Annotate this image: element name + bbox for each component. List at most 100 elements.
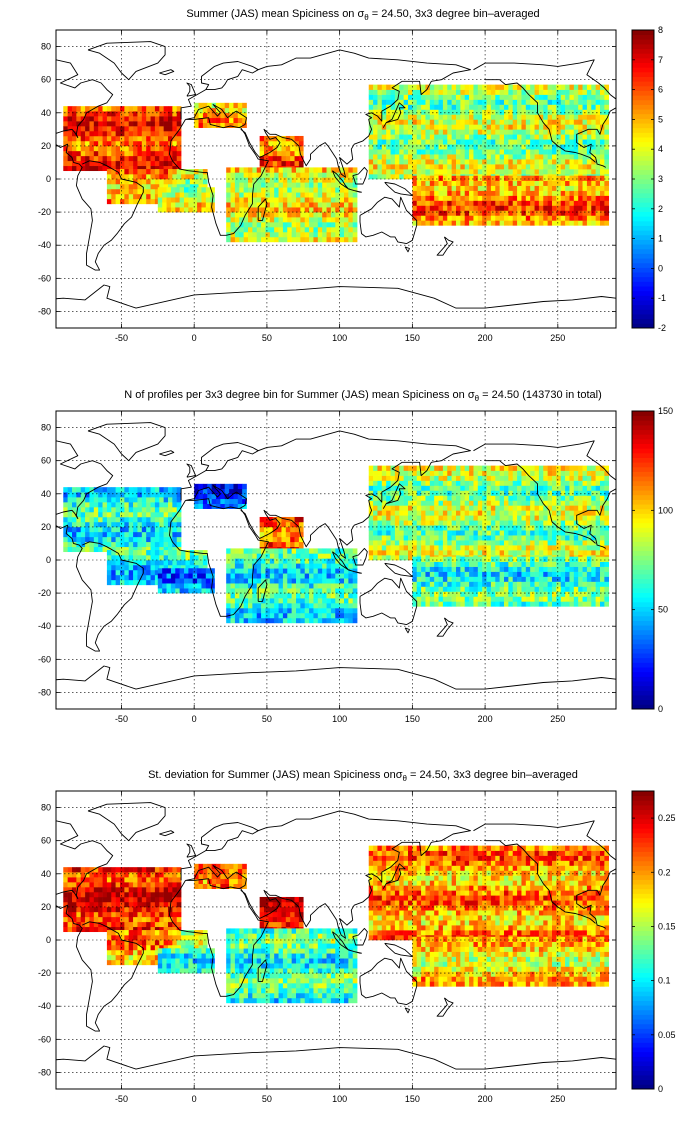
heatmap-cell [120,188,125,195]
heatmap-cell [477,200,483,206]
heatmap-cell [146,106,151,112]
heatmap-cell [530,159,535,165]
heatmap-cell [304,207,310,213]
heatmap-cell [106,546,112,553]
heatmap-cell [521,169,527,175]
heatmap-cell [412,545,418,551]
heatmap-cell [120,111,125,117]
heatmap-cell [586,169,592,175]
heatmap-cell [582,129,588,135]
heatmap-cell [80,497,86,503]
heatmap-cell [569,525,575,531]
heatmap-cell [464,490,470,496]
heatmap-cell [456,530,461,536]
heatmap-cell [330,172,336,178]
heatmap-cell [517,99,522,105]
heatmap-cell [205,583,211,589]
heatmap-cell [368,525,374,531]
heatmap-cell [530,475,535,481]
heatmap-cell [102,160,108,167]
heatmap-cell [115,174,121,180]
heatmap-cell [534,205,540,211]
heatmap-cell [525,200,531,206]
heatmap-cell [569,485,575,491]
heatmap-cell [530,545,535,551]
heatmap-cell [456,465,461,471]
heatmap-cell [482,190,487,196]
heatmap-cell [512,89,518,95]
heatmap-cell [595,220,601,226]
heatmap-cell [569,185,575,191]
heatmap-cell [172,106,178,112]
heatmap-cell [111,198,116,205]
heatmap-cell [434,571,439,577]
heatmap-cell [473,540,479,546]
heatmap-cell [386,134,391,140]
heatmap-cell [261,207,266,213]
heatmap-cell [368,84,374,90]
heatmap-cell [429,94,435,100]
heatmap-cell [172,526,178,533]
heatmap-cell [604,185,610,191]
heatmap-cell [573,185,579,191]
heatmap-cell [534,540,540,546]
heatmap-cell [261,217,266,223]
heatmap-cell [326,573,332,579]
heatmap-cell [416,149,422,155]
heatmap-cell [175,207,180,213]
heatmap-cell [573,530,579,536]
heatmap-cell [573,520,579,526]
heatmap-cell [322,236,327,243]
heatmap-cell [521,144,527,150]
heatmap-cell [192,187,198,193]
heatmap-cell [442,144,448,150]
heatmap-cell [72,145,77,152]
heatmap-cell [67,521,73,528]
heatmap-cell [115,555,121,561]
heatmap-cell [115,507,121,513]
heatmap-cell [595,475,601,481]
heatmap-cell [166,192,172,198]
heatmap-cell [495,465,500,471]
heatmap-cell [525,510,531,516]
heatmap-cell [477,505,483,511]
heatmap-cell [172,564,178,571]
heatmap-cell [569,139,575,145]
heatmap-cell [386,465,391,471]
heatmap-cell [460,465,466,471]
heatmap-cell [569,94,575,100]
heatmap-cell [447,220,452,226]
heatmap-cell [89,492,95,498]
heatmap-cell [137,526,143,533]
heatmap-cell [373,510,378,516]
heatmap-cell [304,612,310,619]
heatmap-cell [565,84,570,90]
heatmap-cell [482,475,487,481]
heatmap-cell [547,535,553,541]
heatmap-cell [352,227,358,233]
heatmap-cell [226,202,231,208]
heatmap-cell [89,135,95,142]
heatmap-cell [416,566,422,572]
heatmap-cell [120,116,125,122]
heatmap-cell [176,507,182,513]
heatmap-cell [421,129,426,135]
heatmap-cell [530,535,535,541]
heatmap-cell [460,149,466,155]
heatmap-cell [373,99,378,105]
heatmap-cell [168,560,173,566]
heatmap-cell [368,475,374,481]
heatmap-cell [438,525,444,531]
heatmap-cell [326,202,332,208]
heatmap-cell [89,531,95,538]
heatmap-cell [352,236,358,243]
heatmap-cell [490,185,496,191]
heatmap-cell [226,603,231,609]
heatmap-cell [239,192,244,198]
heatmap-cell [300,598,306,604]
heatmap-cell [421,99,426,105]
heatmap-cell [335,583,340,589]
heatmap-cell [412,89,418,95]
panel-1-title: Summer (JAS) mean Spiciness on σθ = 24.5… [186,8,539,22]
heatmap-cell [274,197,279,203]
